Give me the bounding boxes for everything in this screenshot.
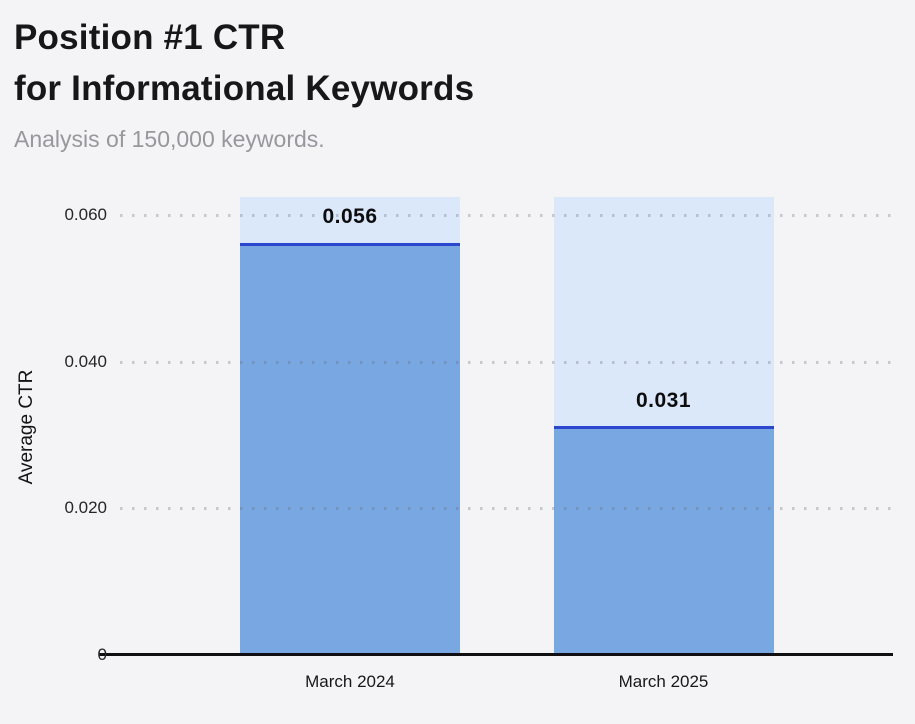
gridline-0.040 <box>120 360 893 364</box>
x-axis-line <box>99 653 893 656</box>
chart-title-line-2: for Informational Keywords <box>14 69 475 108</box>
x-axis-label-march-2025: March 2025 <box>618 672 709 691</box>
y-tick-0.060: 0.060 <box>64 205 107 224</box>
x-axis-label-march-2024: March 2024 <box>305 672 395 691</box>
gridline-0.020 <box>120 507 893 511</box>
y-tick-0: 0 <box>97 645 107 664</box>
chart-title-line-1: Position #1 CTR <box>14 18 286 57</box>
y-tick-0.020: 0.020 <box>64 498 107 518</box>
y-tick-0.040: 0.040 <box>64 351 107 371</box>
bar-fill-march-2025 <box>553 427 774 655</box>
chart-title: Position #1 CTR for Informational Keywor… <box>14 12 474 114</box>
bar-value-line-march-2024 <box>240 242 460 246</box>
chart-subtitle: Analysis of 150,000 keywords. <box>14 126 325 152</box>
bar-value-label-march-2025: 0.031 <box>635 388 692 412</box>
bar-fill-march-2024 <box>240 244 460 655</box>
gridline-0.060 <box>120 214 893 217</box>
bar-value-line-march-2025 <box>553 426 774 430</box>
bar-value-label-march-2024: 0.056 <box>322 205 378 229</box>
y-axis-title-text: Average CTR <box>16 369 37 485</box>
